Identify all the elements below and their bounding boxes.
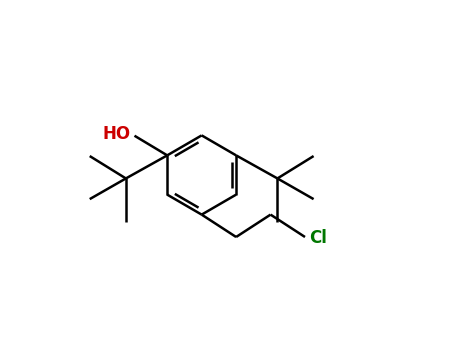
Text: HO: HO [102,125,131,143]
Text: Cl: Cl [309,229,327,247]
